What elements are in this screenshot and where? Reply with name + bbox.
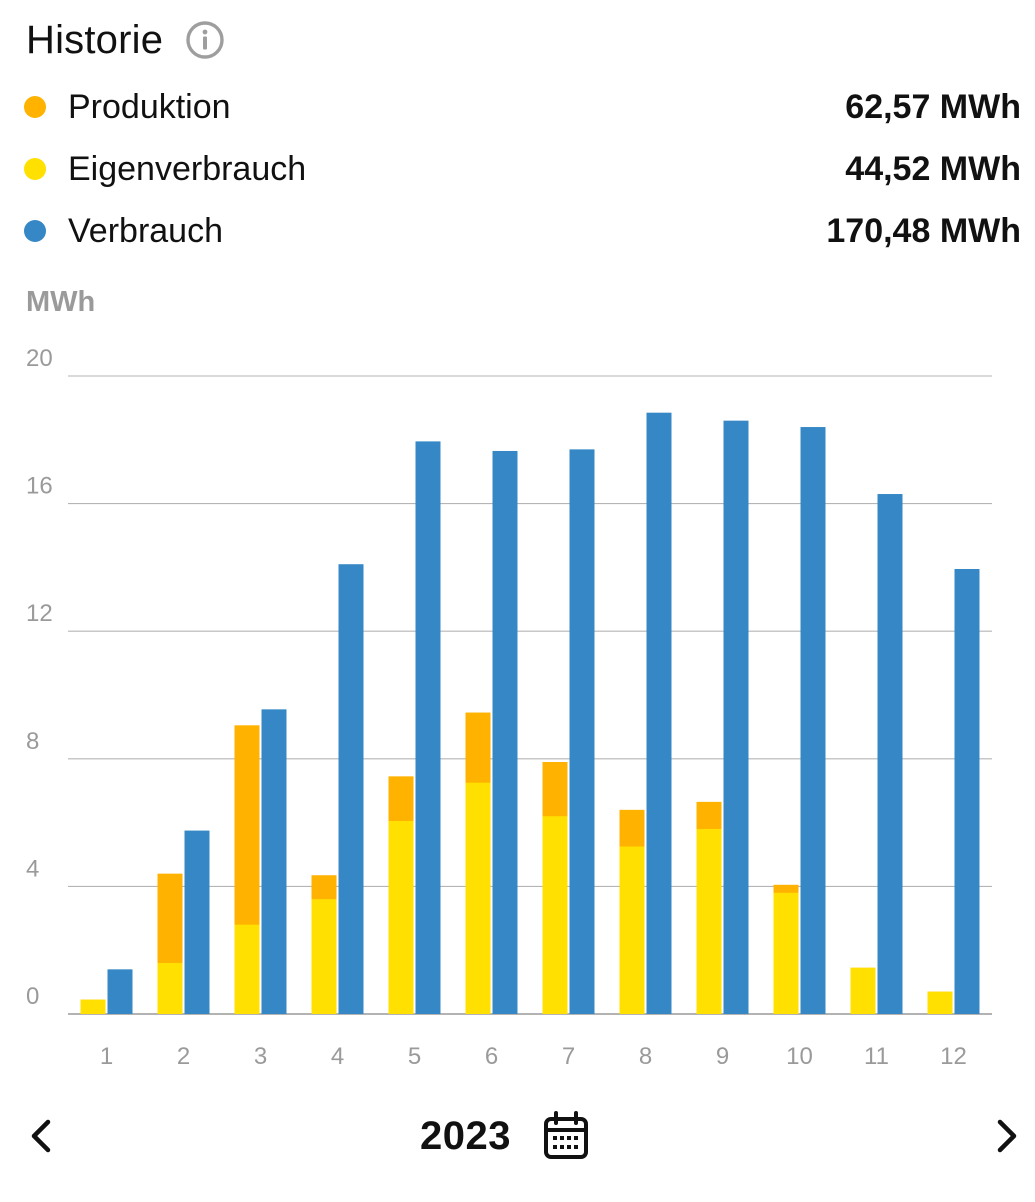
bar-self-consumption [234, 924, 260, 1014]
legend: Produktion 62,57 MWh Eigenverbrauch 44,5… [24, 76, 1021, 262]
calendar-icon[interactable] [543, 1111, 589, 1161]
bar-consumption [800, 427, 826, 1014]
bar-consumption [492, 450, 518, 1015]
x-tick-label: 5 [408, 1043, 421, 1070]
legend-label: Verbrauch [68, 211, 223, 250]
x-tick-label: 10 [786, 1043, 813, 1070]
x-tick-label: 1 [100, 1043, 113, 1070]
y-tick-label: 4 [26, 855, 39, 882]
legend-value: 62,57 MWh [845, 87, 1021, 126]
bar-self-consumption [927, 991, 953, 1014]
x-tick-label: 7 [562, 1043, 575, 1070]
bar-self-consumption [542, 816, 568, 1014]
bar-self-consumption [157, 962, 183, 1014]
bar-self-consumption [696, 828, 722, 1014]
y-tick-label: 12 [26, 600, 53, 627]
y-tick-label: 8 [26, 728, 39, 755]
chevron-right-icon[interactable] [986, 1114, 1026, 1158]
legend-item-self-consumption: Eigenverbrauch 44,52 MWh [24, 138, 1021, 200]
year-navigation: 2023 [0, 1100, 1035, 1172]
y-tick-label: 0 [26, 983, 39, 1010]
bar-self-consumption [773, 892, 799, 1014]
year-label[interactable]: 2023 [420, 1113, 511, 1158]
x-tick-label: 2 [177, 1043, 190, 1070]
legend-item-consumption: Verbrauch 170,48 MWh [24, 200, 1021, 262]
legend-label: Produktion [68, 87, 231, 126]
bar-self-consumption [465, 782, 491, 1014]
self-consumption-dot [24, 158, 46, 180]
x-tick-label: 4 [331, 1043, 344, 1070]
x-tick-label: 3 [254, 1043, 267, 1070]
y-tick-label: 16 [26, 473, 53, 500]
bar-consumption [877, 494, 903, 1014]
x-tick-label: 6 [485, 1043, 498, 1070]
y-tick-label: 20 [26, 345, 53, 372]
bar-self-consumption [850, 967, 876, 1014]
legend-item-production: Produktion 62,57 MWh [24, 76, 1021, 138]
bar-consumption [415, 441, 441, 1014]
bar-consumption [646, 412, 672, 1014]
year-selector: 2023 [420, 1106, 589, 1166]
y-axis-unit: MWh [26, 286, 96, 318]
info-icon[interactable] [185, 20, 225, 60]
bar-consumption [954, 568, 980, 1014]
bar-consumption [107, 969, 133, 1014]
bar-consumption [338, 564, 364, 1014]
consumption-dot [24, 220, 46, 242]
x-tick-label: 8 [639, 1043, 652, 1070]
x-tick-label: 9 [716, 1043, 729, 1070]
header: Historie [26, 12, 225, 68]
x-tick-label: 12 [940, 1043, 967, 1070]
legend-label: Eigenverbrauch [68, 149, 307, 188]
bar-consumption [184, 830, 210, 1014]
chevron-left-icon[interactable] [22, 1114, 62, 1158]
bar-consumption [261, 709, 287, 1014]
x-tick-label: 11 [864, 1043, 889, 1070]
bar-self-consumption [80, 999, 106, 1014]
production-dot [24, 96, 46, 118]
bar-self-consumption [388, 821, 414, 1014]
page-title: Historie [26, 17, 164, 62]
bar-self-consumption [311, 899, 337, 1014]
legend-value: 170,48 MWh [826, 211, 1021, 250]
legend-value: 44,52 MWh [845, 149, 1021, 188]
bar-consumption [569, 449, 595, 1014]
bar-consumption [723, 420, 749, 1014]
bar-self-consumption [619, 846, 645, 1014]
